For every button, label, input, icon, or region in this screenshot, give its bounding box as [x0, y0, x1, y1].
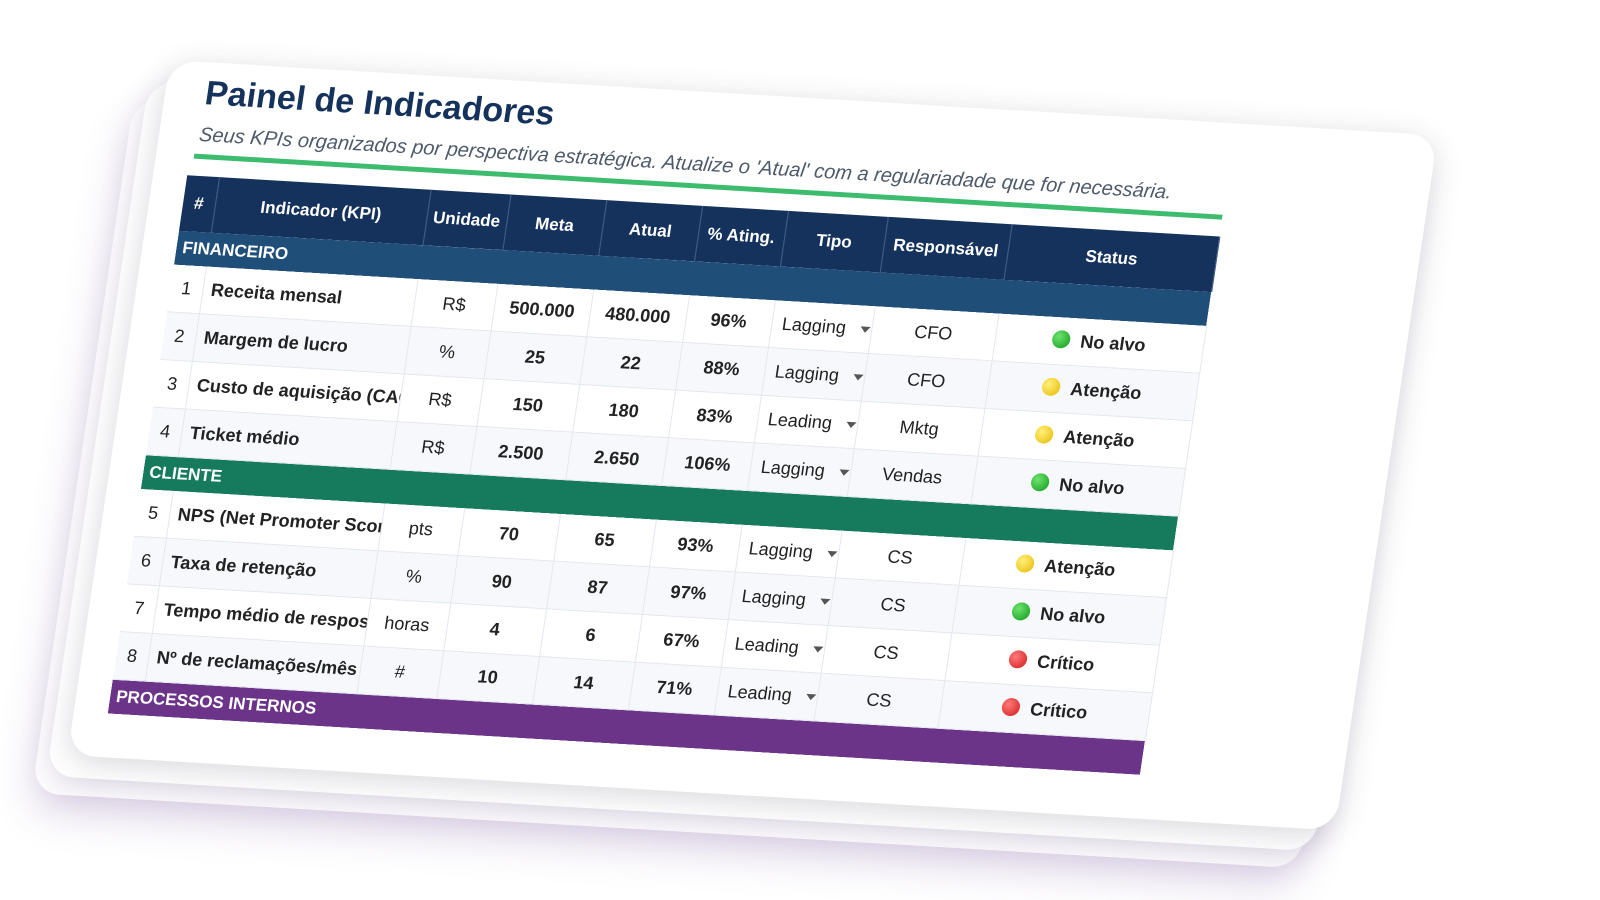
type-dropdown[interactable]: Lagging: [760, 347, 868, 402]
target-cell[interactable]: 25: [483, 330, 587, 385]
type-dropdown[interactable]: Leading: [753, 395, 861, 449]
status-label: Atenção: [1061, 426, 1136, 451]
chevron-down-icon[interactable]: [852, 374, 864, 381]
target-cell[interactable]: 2.500: [469, 426, 573, 480]
header-type[interactable]: Tipo: [779, 210, 888, 273]
unit-cell[interactable]: R$: [396, 373, 484, 427]
page-title: Painel de Indicadores: [202, 74, 558, 133]
status-dot-icon: [1030, 472, 1051, 492]
owner-cell[interactable]: Mktg: [853, 401, 985, 457]
type-dropdown[interactable]: Leading: [720, 619, 828, 674]
type-dropdown[interactable]: Leading: [713, 667, 821, 721]
header-owner[interactable]: Responsável: [879, 216, 1012, 280]
owner-cell[interactable]: CFO: [860, 353, 992, 409]
unit-cell[interactable]: R$: [389, 421, 477, 474]
target-cell[interactable]: 150: [476, 378, 580, 433]
status-dot-icon: [1034, 425, 1055, 445]
header-actual[interactable]: Atual: [598, 200, 703, 262]
owner-cell[interactable]: CS: [827, 577, 959, 633]
status-label: No alvo: [1079, 331, 1147, 356]
type-dropdown[interactable]: Lagging: [768, 300, 875, 354]
kpi-table-body: FINANCEIRO 1 Receita mensal R$ 500.000 480.0…: [107, 230, 1212, 775]
actual-cell[interactable]: 22: [579, 336, 683, 391]
actual-cell[interactable]: 480.000: [586, 289, 690, 343]
status-label: No alvo: [1038, 603, 1107, 628]
type-value: Leading: [733, 633, 801, 658]
unit-cell[interactable]: R$: [410, 279, 498, 331]
actual-cell[interactable]: 180: [572, 384, 676, 438]
owner-cell[interactable]: CS: [820, 625, 952, 681]
type-dropdown[interactable]: Lagging: [746, 442, 854, 497]
actual-cell[interactable]: 65: [553, 513, 656, 567]
status-dot-icon: [1008, 649, 1029, 669]
status-dot-icon: [1015, 554, 1036, 574]
spreadsheet-card: Painel de Indicadores Seus KPIs organiza…: [67, 60, 1438, 831]
actual-cell[interactable]: 2.650: [565, 432, 669, 486]
achievement-cell[interactable]: 106%: [661, 437, 754, 491]
status-label: Atenção: [1069, 379, 1143, 404]
chevron-down-icon[interactable]: [838, 469, 850, 477]
target-cell[interactable]: 70: [457, 508, 561, 562]
status-label: Atenção: [1042, 555, 1117, 580]
header-unit[interactable]: Unidade: [422, 189, 511, 251]
achievement-cell[interactable]: 67%: [634, 614, 728, 668]
owner-cell[interactable]: CS: [834, 530, 966, 586]
chevron-down-icon[interactable]: [805, 694, 816, 701]
status-dot-icon: [1011, 602, 1032, 621]
target-cell[interactable]: 500.000: [490, 283, 594, 337]
status-dot-icon: [1001, 697, 1022, 717]
type-value: Lagging: [773, 361, 841, 386]
chevron-down-icon[interactable]: [826, 551, 838, 558]
status-label: Crítico: [1028, 699, 1089, 723]
type-value: Lagging: [759, 456, 827, 481]
achievement-cell[interactable]: 88%: [675, 342, 769, 396]
target-cell[interactable]: 10: [436, 650, 540, 705]
chevron-down-icon[interactable]: [819, 598, 831, 606]
type-value: Lagging: [747, 538, 815, 562]
achievement-cell[interactable]: 97%: [641, 566, 735, 620]
owner-cell[interactable]: CFO: [867, 306, 999, 361]
type-value: Lagging: [780, 313, 848, 338]
type-dropdown[interactable]: Lagging: [734, 524, 842, 578]
actual-cell[interactable]: 6: [539, 608, 642, 663]
type-value: Lagging: [740, 585, 808, 610]
status-label: No alvo: [1057, 474, 1126, 499]
type-dropdown[interactable]: Lagging: [727, 571, 835, 626]
target-cell[interactable]: 90: [450, 555, 554, 609]
chevron-down-icon[interactable]: [812, 646, 824, 653]
actual-cell[interactable]: 14: [532, 656, 635, 710]
header-target[interactable]: Meta: [502, 194, 607, 256]
type-value: Leading: [766, 409, 834, 433]
target-cell[interactable]: 4: [443, 603, 547, 657]
chevron-down-icon[interactable]: [859, 326, 871, 334]
unit-cell[interactable]: horas: [363, 598, 451, 651]
achievement-cell[interactable]: 93%: [649, 519, 742, 572]
achievement-cell[interactable]: 96%: [682, 295, 775, 348]
status-label: Crítico: [1035, 651, 1096, 675]
type-value: Leading: [726, 681, 794, 705]
kpi-table: # Indicador (KPI) Unidade Meta Atual % A…: [107, 175, 1220, 775]
sheet-wrapper: Painel de Indicadores Seus KPIs organiza…: [31, 60, 1438, 869]
unit-cell[interactable]: #: [356, 646, 444, 699]
unit-cell[interactable]: %: [403, 326, 491, 379]
chevron-down-icon[interactable]: [845, 421, 857, 429]
owner-cell[interactable]: CS: [813, 673, 945, 729]
unit-cell[interactable]: %: [370, 550, 458, 604]
status-dot-icon: [1051, 329, 1073, 349]
owner-cell[interactable]: Vendas: [846, 448, 978, 504]
header-achievement[interactable]: % Ating.: [694, 205, 789, 267]
achievement-cell[interactable]: 71%: [627, 662, 721, 715]
achievement-cell[interactable]: 83%: [668, 390, 761, 443]
status-dot-icon: [1041, 377, 1062, 397]
actual-cell[interactable]: 87: [546, 561, 650, 615]
unit-cell[interactable]: pts: [377, 503, 465, 556]
